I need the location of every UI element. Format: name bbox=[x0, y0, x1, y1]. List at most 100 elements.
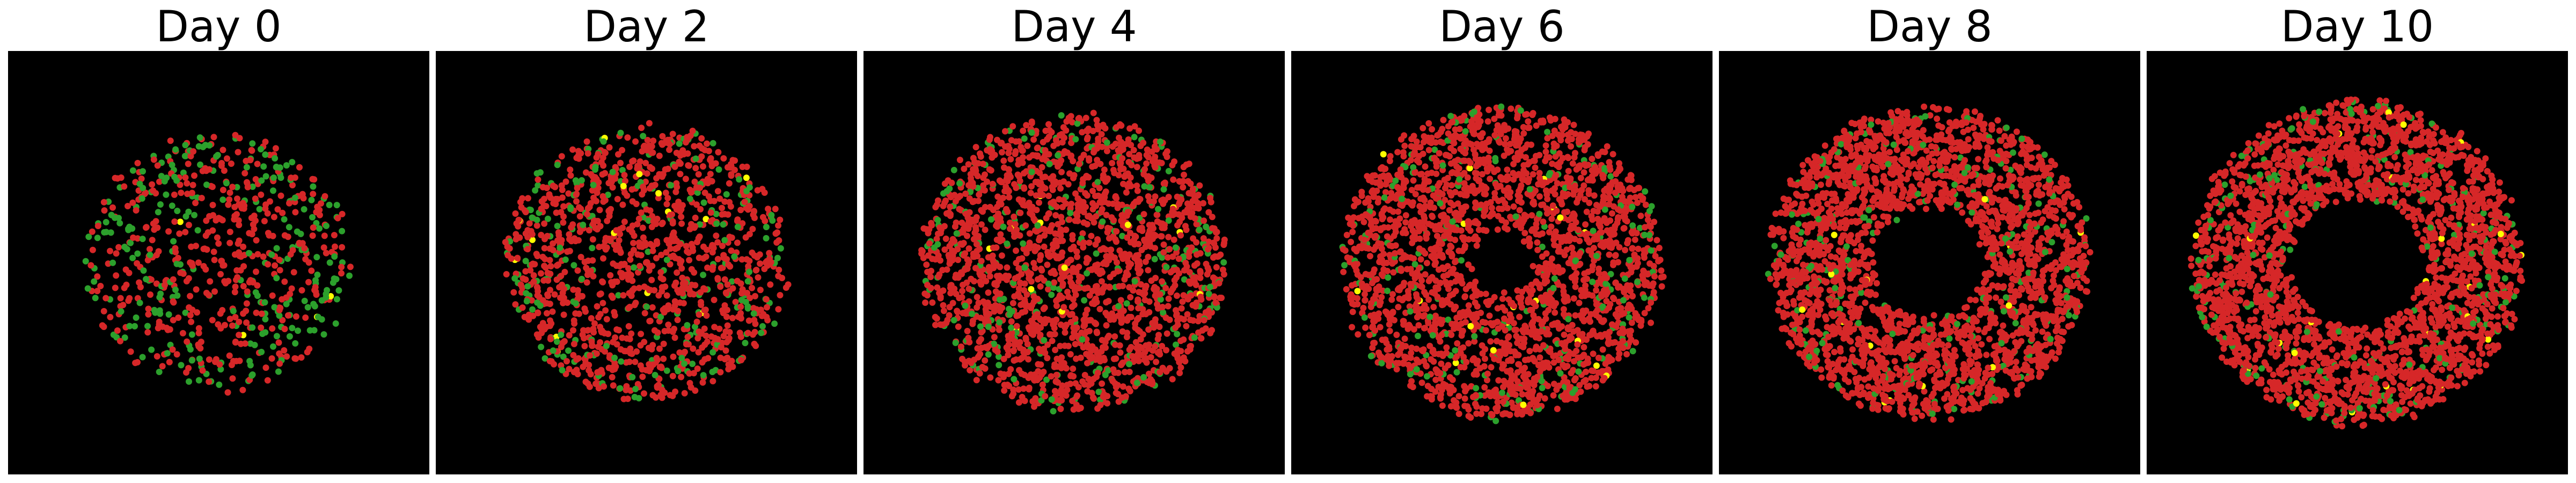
cell-dot bbox=[570, 327, 576, 334]
cell-dot bbox=[1393, 366, 1400, 372]
cell-dot bbox=[992, 302, 999, 309]
cell-dot bbox=[1173, 312, 1180, 319]
cell-dot bbox=[1030, 376, 1037, 383]
cell-dot bbox=[606, 352, 613, 359]
cell-dot bbox=[209, 227, 216, 234]
cell-dot bbox=[1174, 347, 1181, 354]
cell-dot bbox=[218, 258, 225, 265]
cell-dot bbox=[1067, 372, 1074, 379]
cell-dot bbox=[1067, 319, 1074, 326]
cell-dot bbox=[1209, 214, 1216, 221]
cell-scatter bbox=[502, 120, 792, 402]
cell-dot bbox=[1146, 239, 1153, 246]
cell-dot bbox=[1637, 213, 1644, 219]
cell-dot bbox=[115, 244, 122, 251]
cell-dot bbox=[602, 348, 608, 355]
cell-dot bbox=[524, 246, 531, 253]
cell-dot bbox=[311, 303, 318, 310]
cell-dot bbox=[997, 140, 1004, 147]
cell-dot bbox=[276, 257, 283, 264]
cell-dot bbox=[1021, 185, 1028, 192]
cell-dot bbox=[649, 304, 656, 311]
cell-dot bbox=[1106, 283, 1113, 290]
cell-dot bbox=[1192, 303, 1199, 310]
cell-dot bbox=[662, 189, 669, 196]
cell-dot bbox=[713, 232, 720, 239]
cell-dot bbox=[1211, 253, 1218, 260]
cell-dot bbox=[691, 178, 698, 185]
cell-dot bbox=[746, 258, 753, 265]
cell-scatter bbox=[1339, 103, 1667, 425]
cell-dot bbox=[1637, 224, 1643, 231]
cell-dot bbox=[1026, 245, 1033, 252]
cell-dot bbox=[553, 209, 560, 216]
cell-dot bbox=[686, 195, 693, 202]
cell-dot bbox=[308, 267, 315, 274]
cell-dot bbox=[586, 383, 593, 390]
cell-dot bbox=[1111, 254, 1118, 261]
cell-dot bbox=[159, 363, 166, 370]
cell-dot bbox=[171, 191, 178, 198]
cell-dot bbox=[627, 251, 634, 258]
cell-dot bbox=[183, 369, 189, 376]
cell-dot bbox=[1051, 331, 1058, 338]
cell-dot bbox=[589, 187, 596, 194]
cell-dot bbox=[758, 312, 765, 319]
cell-dot bbox=[1048, 396, 1055, 403]
cell-dot bbox=[1169, 376, 1176, 383]
cell-dot bbox=[272, 262, 279, 269]
cell-dot bbox=[698, 299, 704, 305]
cell-dot bbox=[1189, 186, 1196, 193]
cell-dot bbox=[1629, 348, 1636, 355]
cell-dot bbox=[226, 189, 233, 196]
cell-dot bbox=[630, 239, 637, 246]
cell-dot bbox=[738, 357, 745, 363]
cell-dot bbox=[1408, 136, 1415, 143]
cell-dot bbox=[532, 187, 539, 194]
cell-dot bbox=[632, 138, 639, 145]
cell-dot bbox=[538, 270, 544, 277]
cell-dot bbox=[284, 312, 291, 319]
cell-dot bbox=[1031, 403, 1037, 410]
cell-dot bbox=[226, 239, 233, 246]
cell-dot bbox=[1125, 136, 1132, 143]
cell-dot bbox=[1012, 275, 1019, 282]
cell-dot bbox=[964, 232, 970, 239]
cell-dot bbox=[126, 323, 133, 330]
cell-dot bbox=[1028, 169, 1035, 175]
cell-dot bbox=[923, 261, 930, 268]
cell-dot bbox=[82, 258, 89, 265]
cell-dot bbox=[1103, 299, 1110, 306]
cell-dot bbox=[1062, 324, 1069, 331]
cell-dot bbox=[1395, 208, 1402, 215]
cell-dot bbox=[338, 264, 345, 270]
cell-dot bbox=[1084, 192, 1091, 199]
cell-dot bbox=[1006, 166, 1013, 173]
cell-dot bbox=[631, 393, 638, 400]
cell-dot bbox=[1128, 304, 1135, 311]
cell-dot bbox=[248, 215, 255, 222]
cell-dot bbox=[658, 140, 665, 147]
cell-dot bbox=[635, 215, 642, 222]
cell-dot bbox=[1041, 232, 1048, 239]
cell-dot bbox=[678, 214, 685, 221]
cell-dot bbox=[605, 331, 612, 338]
cell-dot bbox=[625, 305, 632, 311]
cell-dot bbox=[721, 356, 728, 363]
cell-dot bbox=[627, 256, 634, 263]
cell-dot bbox=[156, 369, 163, 375]
cell-dot bbox=[333, 296, 340, 303]
cell-dot bbox=[195, 259, 202, 266]
cell-dot bbox=[700, 163, 706, 170]
cell-dot bbox=[698, 153, 705, 160]
cell-dot bbox=[1145, 341, 1152, 348]
cell-dot bbox=[1065, 294, 1072, 301]
cell-dot bbox=[1040, 138, 1046, 145]
cell-dot bbox=[147, 246, 153, 253]
cell-dot bbox=[229, 322, 236, 329]
cell-dot bbox=[226, 352, 233, 359]
cell-dot bbox=[1067, 351, 1074, 358]
cell-dot bbox=[948, 179, 955, 186]
cell-dot bbox=[1135, 298, 1141, 305]
cell-dot bbox=[1072, 190, 1079, 197]
